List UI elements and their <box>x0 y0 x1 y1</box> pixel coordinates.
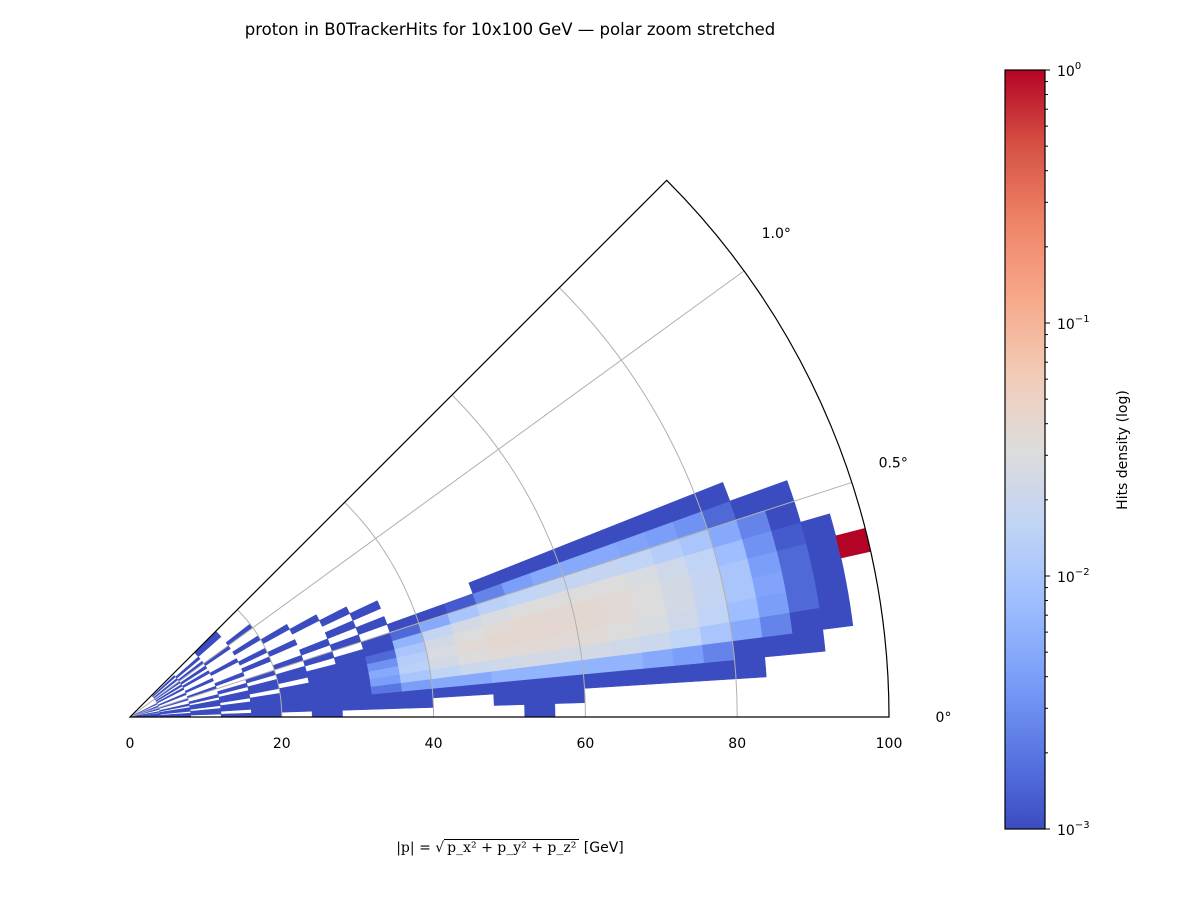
heatmap-cell <box>267 639 298 658</box>
heatmap-cell <box>613 668 646 687</box>
xlabel-lhs: |p| = <box>396 840 436 856</box>
colorbar-gradient <box>1004 69 1046 830</box>
heatmap-cell <box>299 638 331 656</box>
polar-frame <box>128 179 890 718</box>
heatmap-cell <box>734 656 767 680</box>
heatmap-cell <box>493 691 525 706</box>
heatmap-cell <box>181 670 211 689</box>
theta-tick-label: 1.0° <box>762 226 791 242</box>
heatmap-cell <box>524 703 556 718</box>
heatmap-cell <box>792 629 826 655</box>
heatmap-cell <box>800 513 837 544</box>
heatmap-cell <box>349 600 382 621</box>
heatmap-cell <box>762 633 796 658</box>
heatmap-cell <box>758 480 795 511</box>
heatmap-cell <box>260 623 290 645</box>
r-tick-label: 0 <box>126 736 135 752</box>
colorbar: 100 10−1 10−2 10−3 <box>1004 61 1090 839</box>
heatmap-cell <box>355 616 388 636</box>
colorbar-tick-label: 10−3 <box>1057 820 1090 839</box>
colorbar-tick-label: 10−1 <box>1057 314 1090 333</box>
xlabel-unit: [GeV] <box>583 840 624 856</box>
r-tick-label: 80 <box>728 736 746 752</box>
r-gridline <box>451 394 586 718</box>
colorbar-label: Hits density (log) <box>1115 390 1131 510</box>
polar-boundary <box>128 179 890 718</box>
r-tick-label: 20 <box>273 736 291 752</box>
heatmap-cell <box>553 688 586 704</box>
heatmap-cell <box>194 630 219 656</box>
r-tick-label: 60 <box>576 736 594 752</box>
heatmap-cell <box>319 606 351 627</box>
heatmap-cell <box>289 614 320 635</box>
r-gridline <box>559 287 738 718</box>
heatmap-cell <box>704 659 737 682</box>
r-tick-label: 100 <box>876 736 903 752</box>
r-tick-label: 40 <box>425 736 443 752</box>
heatmap-cell <box>835 527 872 559</box>
tick-labels: 0 20 40 60 80 100 0° 0.5° 1.0° <box>126 226 952 752</box>
heatmap-cell <box>214 671 245 687</box>
theta-tick-label: 0.5° <box>879 456 908 472</box>
r-gridline <box>236 609 283 718</box>
chart-title: proton in B0TrackerHits for 10x100 GeV —… <box>244 20 776 39</box>
gridlines <box>129 270 853 718</box>
heatmap-cell <box>523 690 556 705</box>
heatmap-cell <box>673 662 706 683</box>
heatmap-cell <box>209 658 239 676</box>
xlabel-radicand: p_x² + p_y² + p_z² <box>444 839 580 856</box>
theta-gridline <box>129 481 853 718</box>
theta-tick-label: 0° <box>936 710 952 726</box>
heatmap-cell <box>184 677 214 694</box>
x-axis-label: |p| = √ p_x² + p_y² + p_z² [GeV] <box>310 839 710 856</box>
r-gridline <box>344 501 435 718</box>
heatmap-cell <box>643 665 676 685</box>
heatmap-cells <box>129 480 872 718</box>
colorbar-tick-label: 100 <box>1057 61 1081 80</box>
heatmap-cell <box>151 675 176 698</box>
colorbar-tick-label: 10−2 <box>1057 567 1090 586</box>
sqrt-sign: √ <box>435 840 445 856</box>
theta-gridline <box>129 270 745 718</box>
